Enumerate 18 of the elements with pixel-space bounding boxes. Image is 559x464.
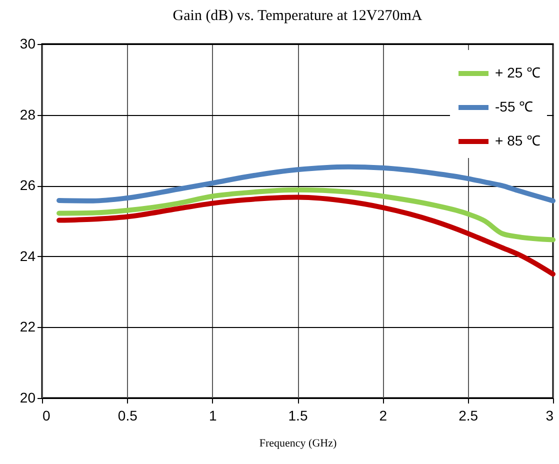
x-tick-label: 1.5 xyxy=(288,408,308,424)
legend-label: + 85 ℃ xyxy=(495,132,541,148)
y-tick-label: 22 xyxy=(20,318,36,335)
y-tick-label: 24 xyxy=(20,248,36,264)
y-tick-label: 26 xyxy=(20,177,36,194)
x-tick-label: 1 xyxy=(208,408,217,424)
x-axis-title: Frequency (GHz) xyxy=(259,438,337,450)
x-tick-label: 0.5 xyxy=(118,408,138,424)
chart-title: Gain (dB) vs. Temperature at 12V270mA xyxy=(172,8,422,24)
x-tick-label: 2.5 xyxy=(458,408,478,424)
x-tick-label: 3 xyxy=(546,408,554,424)
y-tick-label: 20 xyxy=(20,390,36,406)
y-tick-label: 28 xyxy=(20,106,36,122)
x-tick-label: 2 xyxy=(379,408,388,424)
legend-label: -55 ℃ xyxy=(495,98,534,114)
y-tick-label: 30 xyxy=(20,36,36,52)
legend-label: + 25 ℃ xyxy=(495,64,541,80)
x-tick-label: 0 xyxy=(42,408,50,424)
